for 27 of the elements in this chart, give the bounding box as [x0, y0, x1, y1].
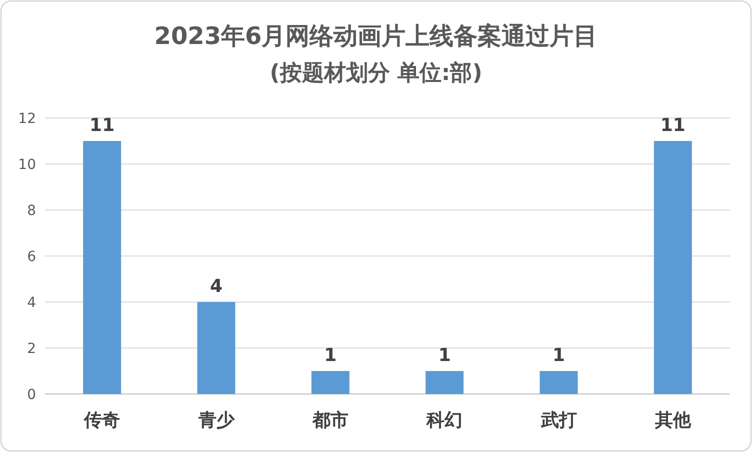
x-tick-label: 其他: [654, 410, 692, 431]
bar: [654, 141, 692, 394]
bar: [311, 371, 350, 394]
x-tick-label: 传奇: [83, 410, 120, 431]
bar: [83, 141, 122, 394]
x-tick-label: 青少: [197, 410, 236, 431]
y-tick-label: 12: [18, 111, 36, 127]
x-tick-label: 都市: [311, 410, 348, 431]
y-tick-label: 0: [27, 387, 36, 403]
chart-subtitle: (按题材划分 单位:部): [270, 60, 482, 86]
y-tick-label: 4: [27, 295, 36, 311]
y-tick-label: 2: [27, 341, 36, 357]
data-label: 4: [210, 276, 223, 297]
x-tick-label: 武打: [540, 410, 577, 431]
data-label: 1: [438, 345, 451, 366]
bar: [197, 302, 236, 394]
x-tick-label: 科幻: [426, 410, 463, 431]
data-label: 1: [552, 345, 566, 366]
y-tick-label: 6: [27, 249, 36, 265]
chart-title: 2023年6月网络动画片上线备案通过片目: [154, 22, 598, 50]
y-tick-label: 10: [18, 157, 36, 173]
bar: [426, 371, 464, 394]
data-label: 11: [660, 115, 686, 136]
data-label: 1: [324, 345, 337, 366]
data-label: 11: [90, 115, 115, 136]
bar: [540, 371, 578, 394]
y-tick-label: 8: [27, 203, 36, 219]
